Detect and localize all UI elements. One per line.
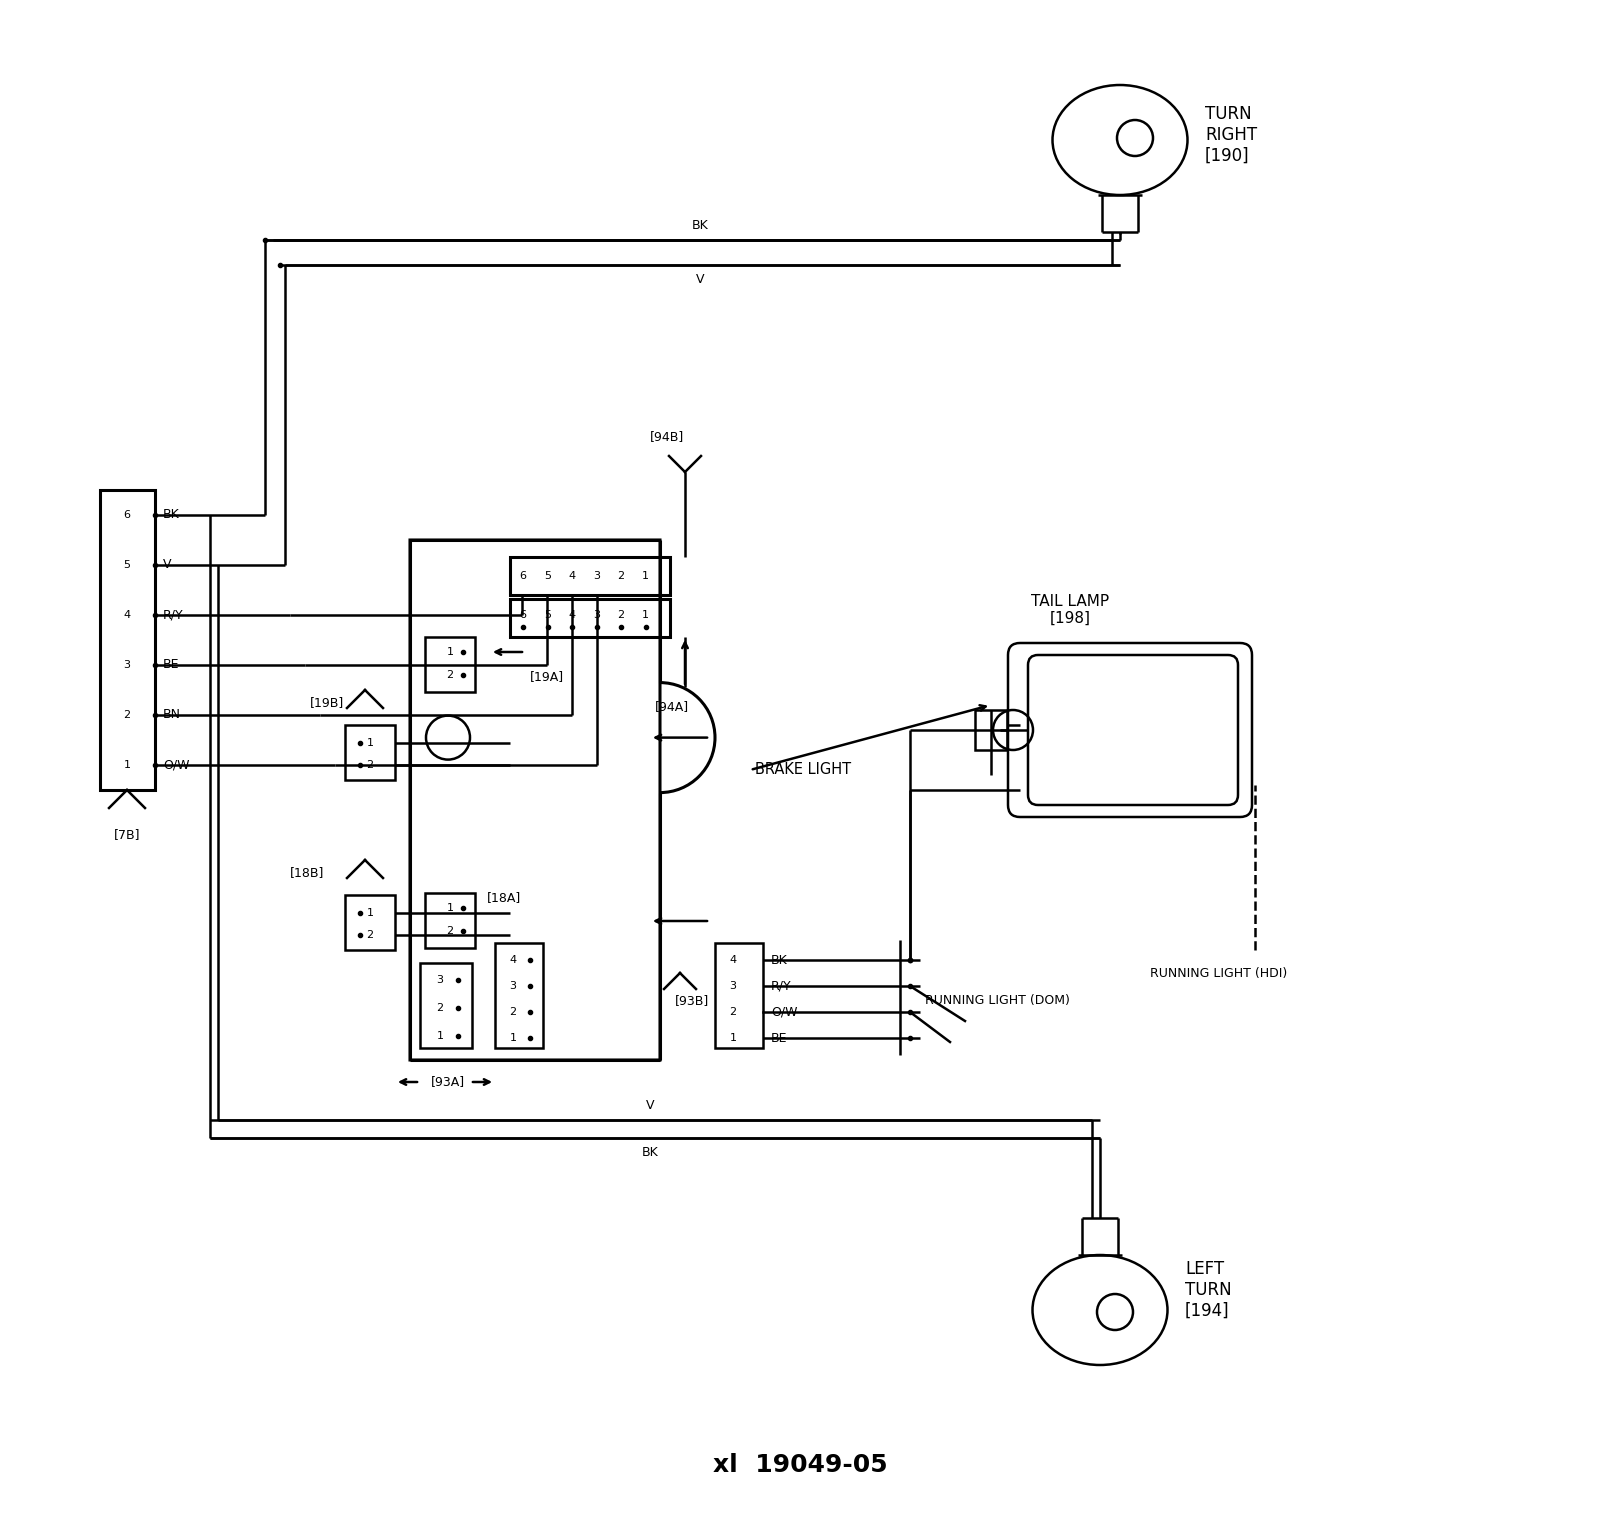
Text: [94A]: [94A]	[654, 701, 690, 713]
Text: O/W: O/W	[771, 1006, 797, 1018]
Text: [93A]: [93A]	[430, 1076, 466, 1088]
Text: [19B]: [19B]	[310, 696, 344, 710]
Text: 2: 2	[730, 1008, 736, 1017]
Bar	[346, 895, 395, 950]
Text: 3: 3	[594, 610, 600, 620]
Bar	[426, 894, 475, 948]
Text: 1: 1	[437, 1031, 443, 1041]
Text: 1: 1	[642, 572, 650, 581]
Text: 5: 5	[544, 572, 550, 581]
Bar	[419, 964, 472, 1047]
Text: R/Y: R/Y	[163, 608, 184, 622]
Text: BN: BN	[163, 708, 181, 722]
Text: [19A]: [19A]	[530, 670, 565, 684]
Text: 6: 6	[123, 511, 131, 520]
Text: 1: 1	[642, 610, 650, 620]
Text: TURN
RIGHT
[190]: TURN RIGHT [190]	[1205, 105, 1258, 164]
Text: 6: 6	[520, 572, 526, 581]
Text: BK: BK	[691, 219, 709, 233]
Text: 3: 3	[437, 974, 443, 985]
Bar	[510, 599, 670, 637]
Text: 4: 4	[730, 955, 736, 965]
Text: 2: 2	[618, 572, 624, 581]
Bar	[974, 710, 1006, 749]
Text: 3: 3	[123, 660, 131, 670]
Text: 2: 2	[509, 1008, 517, 1017]
Text: 4: 4	[509, 955, 517, 965]
Text: 3: 3	[730, 980, 736, 991]
Text: 4: 4	[568, 610, 576, 620]
Text: 1: 1	[509, 1034, 517, 1043]
Text: V: V	[696, 274, 704, 286]
Text: [18A]: [18A]	[486, 892, 522, 904]
Text: [18B]: [18B]	[290, 866, 325, 880]
Text: BE: BE	[771, 1032, 787, 1044]
Text: BK: BK	[163, 509, 179, 521]
Text: [93B]: [93B]	[675, 994, 709, 1008]
Text: 2: 2	[446, 926, 453, 936]
Text: RUNNING LIGHT (DOM): RUNNING LIGHT (DOM)	[925, 994, 1070, 1006]
Bar	[426, 637, 475, 692]
Text: V: V	[163, 558, 171, 572]
Text: BK: BK	[642, 1146, 658, 1158]
Bar	[494, 942, 542, 1047]
Text: 5: 5	[123, 559, 131, 570]
Text: 6: 6	[520, 610, 526, 620]
Text: 2: 2	[366, 930, 373, 939]
Text: 2: 2	[618, 610, 624, 620]
Text: BRAKE LIGHT: BRAKE LIGHT	[755, 763, 851, 778]
Text: BE: BE	[163, 658, 179, 672]
Text: 1: 1	[366, 739, 373, 748]
Text: BK: BK	[771, 953, 787, 967]
Text: R/Y: R/Y	[771, 979, 792, 993]
Text: LEFT
TURN
[194]: LEFT TURN [194]	[1186, 1260, 1232, 1319]
Text: 3: 3	[509, 980, 517, 991]
Text: [7B]: [7B]	[114, 828, 141, 842]
Text: [94B]: [94B]	[650, 430, 685, 444]
Bar	[99, 489, 155, 790]
Text: 5: 5	[544, 610, 550, 620]
Text: 2: 2	[446, 670, 453, 679]
Text: V: V	[646, 1099, 654, 1113]
Text: 1: 1	[446, 903, 453, 914]
Text: 4: 4	[123, 610, 131, 620]
Text: 1: 1	[366, 907, 373, 918]
Text: 1: 1	[123, 760, 131, 771]
Text: 2: 2	[366, 760, 373, 771]
Text: TAIL LAMP
[198]: TAIL LAMP [198]	[1030, 594, 1109, 626]
Text: O/W: O/W	[163, 758, 189, 772]
Text: RUNNING LIGHT (HDI): RUNNING LIGHT (HDI)	[1150, 968, 1288, 980]
Text: 2: 2	[437, 1003, 443, 1012]
Text: 3: 3	[594, 572, 600, 581]
Text: xl  19049-05: xl 19049-05	[712, 1453, 888, 1477]
Text: 1: 1	[446, 648, 453, 657]
Text: 4: 4	[568, 572, 576, 581]
Text: 1: 1	[730, 1034, 736, 1043]
Bar	[346, 725, 395, 780]
Bar	[510, 556, 670, 594]
Text: 2: 2	[123, 710, 131, 720]
Bar	[715, 942, 763, 1047]
